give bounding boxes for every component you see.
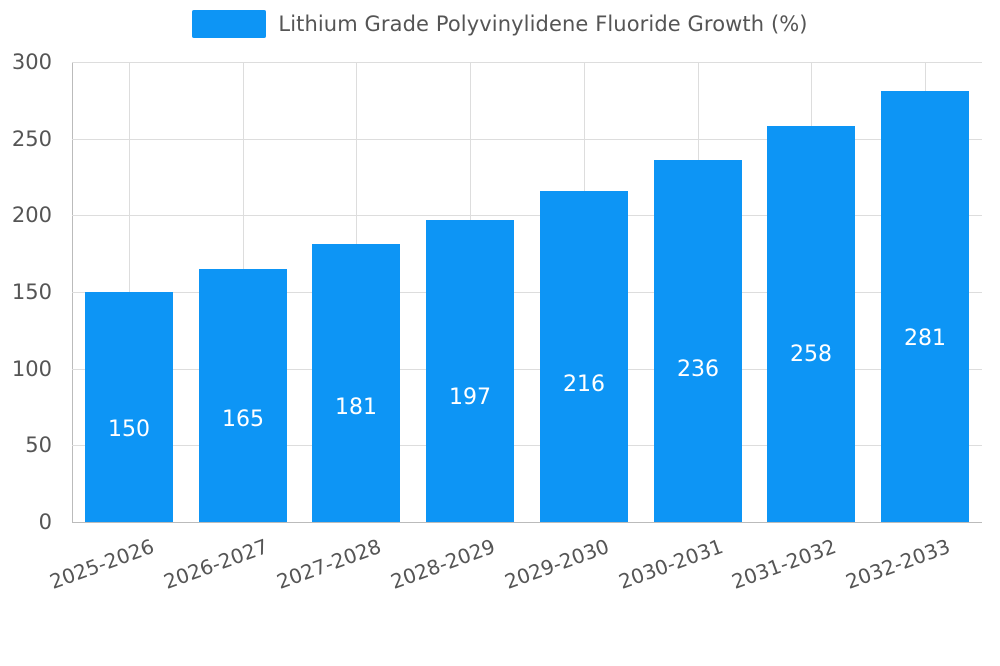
- y-tick-label: 100: [11, 357, 52, 381]
- bar-value-label: 197: [449, 385, 491, 410]
- y-tick-label: 150: [11, 280, 52, 304]
- plot-area: 150 165 181 197 216 236 258 281: [72, 62, 982, 523]
- gridline-horizontal: [72, 62, 982, 63]
- y-tick-label: 0: [38, 510, 52, 534]
- y-tick-label: 200: [11, 203, 52, 227]
- bar-value-label: 165: [222, 407, 264, 432]
- bar[interactable]: 181: [312, 244, 400, 522]
- gridline-horizontal: [72, 292, 982, 293]
- gridline-horizontal: [72, 445, 982, 446]
- y-tick-label: 50: [25, 433, 52, 457]
- gridline-horizontal: [72, 215, 982, 216]
- y-tick-label: 250: [11, 127, 52, 151]
- bar[interactable]: 197: [426, 220, 514, 522]
- bar[interactable]: 150: [85, 292, 173, 522]
- bar-value-label: 236: [677, 357, 719, 382]
- gridline-horizontal: [72, 369, 982, 370]
- bar-value-label: 181: [335, 395, 377, 420]
- bar[interactable]: 281: [881, 91, 969, 522]
- bar[interactable]: 258: [767, 126, 855, 522]
- bar[interactable]: 165: [199, 269, 287, 522]
- bar[interactable]: 236: [654, 160, 742, 522]
- bar-value-label: 216: [563, 372, 605, 397]
- bar-chart: Lithium Grade Polyvinylidene Fluoride Gr…: [0, 10, 1000, 600]
- bar-value-label: 258: [790, 342, 832, 367]
- gridline-horizontal: [72, 139, 982, 140]
- bar[interactable]: 216: [540, 191, 628, 522]
- bar-value-label: 150: [108, 417, 150, 442]
- gridline-horizontal: [72, 522, 982, 523]
- legend-label: Lithium Grade Polyvinylidene Fluoride Gr…: [278, 12, 808, 36]
- y-axis-tick-labels: 0 50 100 150 200 250 300: [0, 50, 62, 534]
- chart-legend: Lithium Grade Polyvinylidene Fluoride Gr…: [0, 10, 1000, 38]
- y-tick-label: 300: [11, 50, 52, 74]
- legend-color-swatch: [192, 10, 267, 38]
- x-axis-tick-labels: 2025-2026 2026-2027 2027-2028 2028-2029 2029…: [47, 528, 982, 600]
- bar-value-label: 281: [904, 326, 946, 351]
